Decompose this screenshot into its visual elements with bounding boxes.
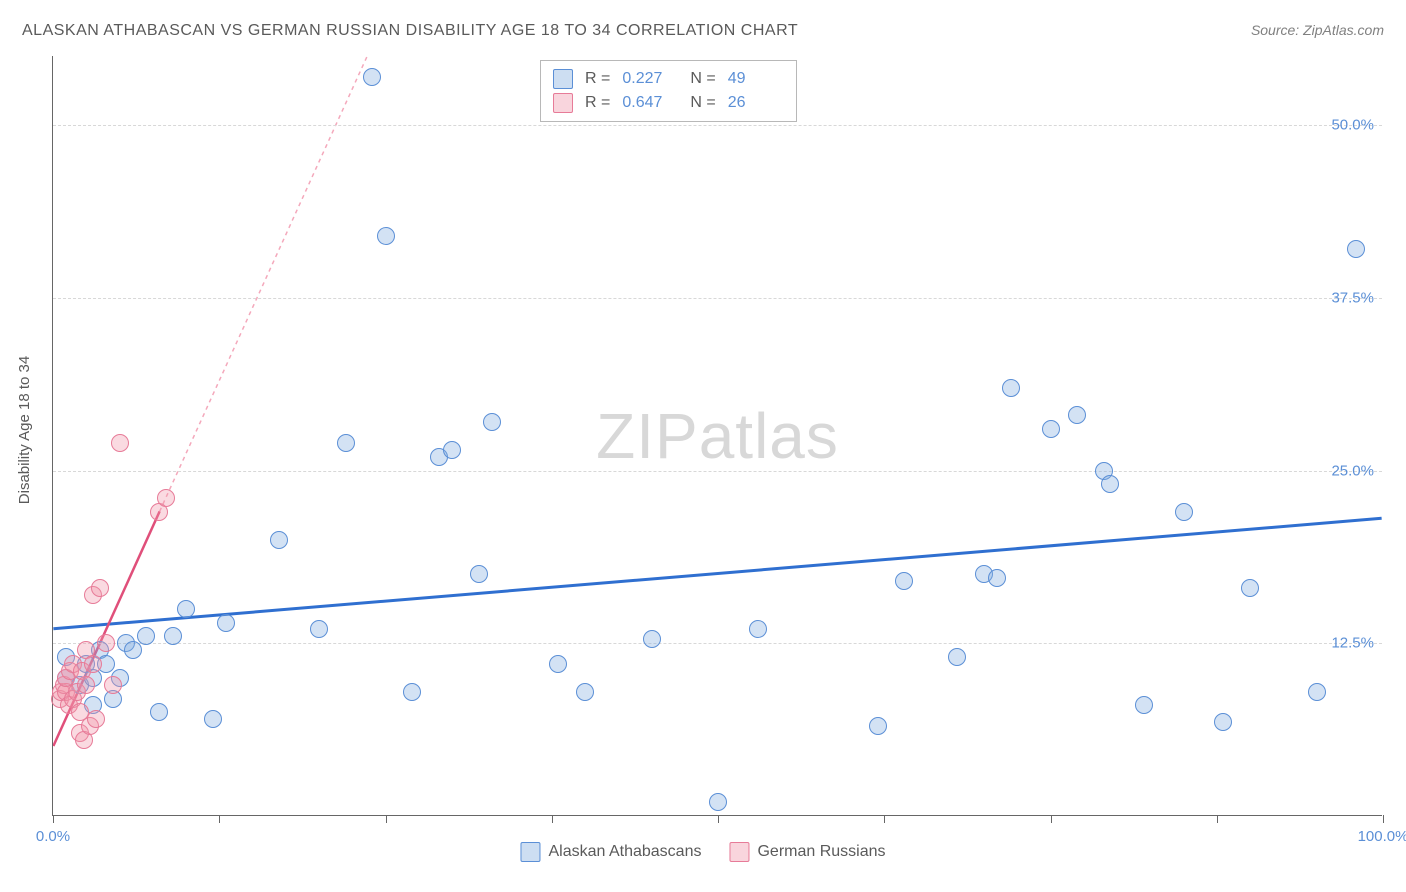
legend-label: Alaskan Athabascans: [548, 843, 701, 861]
data-point-blue: [749, 620, 767, 638]
data-point-blue: [643, 630, 661, 648]
data-point-blue: [1347, 240, 1365, 258]
x-tick: [884, 815, 885, 823]
x-tick: [386, 815, 387, 823]
gridline: [53, 471, 1382, 472]
watermark-bold: ZIP: [596, 400, 699, 472]
x-tick-label: 0.0%: [36, 828, 70, 845]
chart-container: ALASKAN ATHABASCAN VS GERMAN RUSSIAN DIS…: [0, 0, 1406, 892]
x-tick: [1383, 815, 1384, 823]
x-tick: [718, 815, 719, 823]
data-point-pink: [97, 634, 115, 652]
data-point-blue: [124, 641, 142, 659]
bottom-legend: Alaskan Athabascans German Russians: [520, 842, 885, 862]
legend-swatch-pink: [729, 842, 749, 862]
data-point-blue: [337, 434, 355, 452]
x-tick: [1217, 815, 1218, 823]
stats-row: R = 0.647 N = 26: [553, 91, 784, 115]
data-point-blue: [988, 569, 1006, 587]
watermark: ZIPatlas: [596, 399, 839, 473]
x-tick: [53, 815, 54, 823]
data-point-blue: [1101, 475, 1119, 493]
legend-swatch-pink: [553, 93, 573, 113]
stat-r-label: R =: [585, 70, 610, 88]
data-point-blue: [470, 565, 488, 583]
data-point-pink: [91, 579, 109, 597]
data-point-pink: [77, 676, 95, 694]
data-point-blue: [1068, 406, 1086, 424]
legend-item: Alaskan Athabascans: [520, 842, 701, 862]
data-point-blue: [1042, 420, 1060, 438]
data-point-blue: [150, 703, 168, 721]
legend-swatch-blue: [520, 842, 540, 862]
y-axis-label: Disability Age 18 to 34: [16, 356, 33, 504]
data-point-blue: [1241, 579, 1259, 597]
data-point-blue: [576, 683, 594, 701]
data-point-blue: [483, 413, 501, 431]
stat-n-label: N =: [690, 94, 715, 112]
stat-r-label: R =: [585, 94, 610, 112]
data-point-blue: [217, 614, 235, 632]
legend-label: German Russians: [757, 843, 885, 861]
y-tick-label: 50.0%: [1331, 117, 1374, 134]
data-point-blue: [363, 68, 381, 86]
gridline: [53, 643, 1382, 644]
data-point-blue: [869, 717, 887, 735]
stat-r-value: 0.227: [622, 70, 678, 88]
data-point-blue: [1214, 713, 1232, 731]
data-point-pink: [84, 655, 102, 673]
stats-legend: R = 0.227 N = 49 R = 0.647 N = 26: [540, 60, 797, 122]
source-label: Source: ZipAtlas.com: [1251, 22, 1384, 38]
data-point-blue: [1002, 379, 1020, 397]
gridline: [53, 125, 1382, 126]
legend-swatch-blue: [553, 69, 573, 89]
y-tick-label: 12.5%: [1331, 635, 1374, 652]
data-point-blue: [948, 648, 966, 666]
x-tick: [552, 815, 553, 823]
chart-title: ALASKAN ATHABASCAN VS GERMAN RUSSIAN DIS…: [22, 22, 798, 40]
stat-n-value: 26: [728, 94, 784, 112]
data-point-blue: [1135, 696, 1153, 714]
stat-n-label: N =: [690, 70, 715, 88]
watermark-light: atlas: [699, 400, 839, 472]
stat-n-value: 49: [728, 70, 784, 88]
data-point-blue: [310, 620, 328, 638]
data-point-blue: [895, 572, 913, 590]
data-point-blue: [137, 627, 155, 645]
data-point-pink: [104, 676, 122, 694]
x-tick: [219, 815, 220, 823]
trend-lines-svg: [53, 56, 1382, 815]
y-tick-label: 37.5%: [1331, 289, 1374, 306]
x-tick: [1051, 815, 1052, 823]
data-point-blue: [204, 710, 222, 728]
stats-row: R = 0.227 N = 49: [553, 67, 784, 91]
data-point-blue: [1308, 683, 1326, 701]
y-tick-label: 25.0%: [1331, 462, 1374, 479]
data-point-blue: [709, 793, 727, 811]
stat-r-value: 0.647: [622, 94, 678, 112]
plot-area: ZIPatlas 12.5%25.0%37.5%50.0%0.0%100.0%: [52, 56, 1382, 816]
data-point-pink: [111, 434, 129, 452]
trend-line: [53, 518, 1381, 628]
x-tick-label: 100.0%: [1358, 828, 1406, 845]
data-point-pink: [157, 489, 175, 507]
data-point-blue: [177, 600, 195, 618]
data-point-blue: [377, 227, 395, 245]
data-point-blue: [1175, 503, 1193, 521]
data-point-blue: [443, 441, 461, 459]
data-point-blue: [403, 683, 421, 701]
gridline: [53, 298, 1382, 299]
data-point-pink: [87, 710, 105, 728]
data-point-blue: [164, 627, 182, 645]
legend-item: German Russians: [729, 842, 885, 862]
data-point-blue: [549, 655, 567, 673]
data-point-blue: [270, 531, 288, 549]
